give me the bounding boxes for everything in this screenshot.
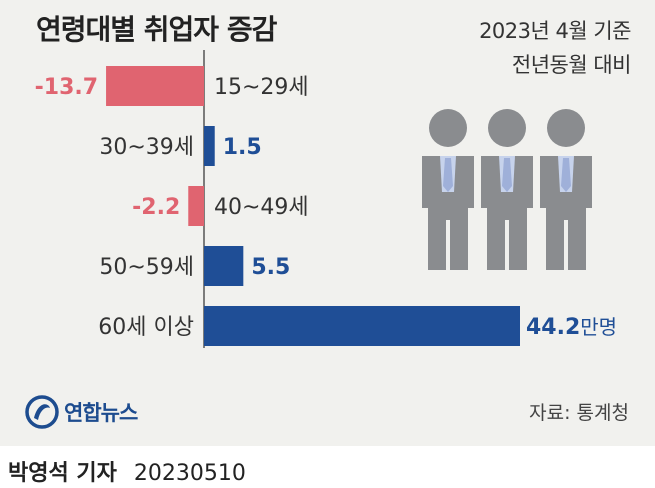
logo-text: 연합뉴스	[64, 401, 138, 425]
bar-chart: 15~29세 -13.7 30~39세 1.5 40~49세 -2.2 50~59세 5.5 6…	[35, 50, 617, 348]
bar-1	[106, 66, 204, 106]
category-label-3: 40~49세	[214, 195, 309, 220]
value-label-5: 44.2만명	[526, 315, 617, 340]
category-label-5: 60세 이상	[98, 315, 194, 340]
value-label-2: 1.5	[223, 135, 262, 160]
yonhap-logo: 연합뉴스	[24, 394, 138, 430]
publish-date: 20230510	[133, 461, 246, 486]
infographic-card: 연령대별 취업자 증감 2023년 4월 기준 전년동월 대비 15~29세 -1…	[0, 0, 655, 446]
unit-label: 만명	[580, 315, 617, 339]
period-note: 2023년 4월 기준 전년동월 대비	[479, 14, 631, 82]
value-label-3: -2.2	[132, 195, 180, 220]
value-label-1: -13.7	[35, 75, 98, 100]
reporter-name: 박영석 기자	[8, 461, 117, 486]
category-label-4: 50~59세	[99, 255, 194, 280]
category-label-1: 15~29세	[214, 75, 309, 100]
chart-title: 연령대별 취업자 증감	[36, 13, 277, 46]
period-line-1: 2023년 4월 기준	[479, 19, 631, 43]
three-businessmen-icon	[422, 109, 592, 270]
category-label-2: 30~39세	[99, 135, 194, 160]
bar-5	[204, 306, 520, 346]
bar-3	[188, 186, 204, 226]
byline: 박영석 기자 20230510	[8, 455, 246, 487]
period-line-2: 전년동월 대비	[511, 53, 632, 77]
source-note: 자료: 통계청	[529, 402, 629, 424]
value-label-4: 5.5	[251, 255, 290, 280]
yonhap-swirl-icon	[25, 395, 59, 429]
bar-2	[204, 126, 215, 166]
bar-4	[204, 246, 244, 286]
